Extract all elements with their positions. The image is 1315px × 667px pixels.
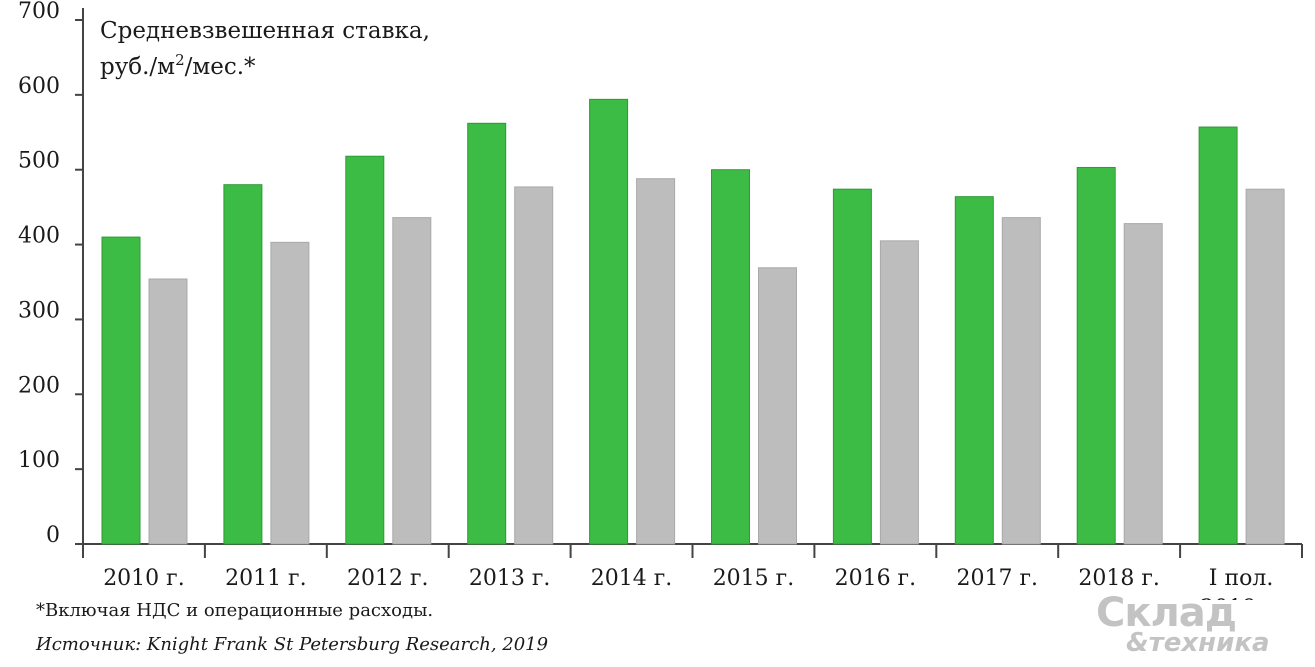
bar-series-1: [223, 184, 263, 545]
bar-series-2: [636, 178, 676, 545]
x-tick-label: 2014 г.: [591, 566, 673, 591]
bar-series-1: [345, 155, 385, 545]
chart-subtitle: руб./м2/мес.*: [100, 51, 256, 80]
bar-series-1: [1198, 126, 1238, 545]
bar-series-2: [1245, 188, 1285, 545]
x-tick-label: 2013 г.: [469, 566, 551, 591]
bar-series-1: [954, 196, 994, 545]
x-tick-label: 2017 г.: [956, 566, 1038, 591]
watermark-logo: Склад &техника: [1092, 590, 1304, 662]
x-tick-label: I пол.: [1209, 566, 1274, 591]
y-axis: 0 100 200 300 400 500 600 700: [18, 0, 84, 548]
x-tick-label: 2016 г.: [835, 566, 917, 591]
source-note: Источник: Knight Frank St Petersburg Res…: [36, 634, 549, 655]
bar-series-2: [1123, 223, 1163, 545]
y-tick-label: 200: [18, 373, 60, 398]
x-tick-label: 2015 г.: [713, 566, 795, 591]
x-tick-label: 2012 г.: [347, 566, 429, 591]
bar-series-1: [101, 236, 141, 545]
bar-series-2: [1001, 217, 1041, 545]
bar-series-1: [711, 169, 750, 545]
bar-series-2: [148, 278, 188, 545]
bars: [101, 98, 1285, 545]
y-tick-label: 400: [18, 224, 60, 249]
x-tick-label: 2011 г.: [225, 566, 307, 591]
bar-series-2: [392, 217, 432, 545]
bar-series-2: [879, 240, 919, 545]
y-tick-label: 600: [18, 74, 60, 99]
x-tick-label: 2018 г.: [1078, 566, 1160, 591]
y-tick-label: 300: [18, 298, 60, 323]
x-tick-label: 2019 г.: [1200, 596, 1282, 600]
bar-series-1: [467, 122, 507, 545]
footnote: *Включая НДС и операционные расходы.: [36, 600, 434, 621]
bar-series-2: [758, 267, 797, 545]
bar-series-1: [1076, 166, 1116, 545]
x-axis: 2010 г. 2011 г. 2012 г. 2013 г. 2014 г. 2015 …: [82, 543, 1303, 600]
watermark-line2: &техника: [1126, 628, 1270, 658]
bar-series-1: [832, 188, 872, 545]
x-tick-label: 2010 г.: [103, 566, 185, 591]
y-tick-label: 700: [18, 0, 60, 24]
bar-series-2: [514, 186, 554, 545]
bar-series-2: [270, 241, 310, 545]
chart-title: Средневзвешенная ставка,: [100, 18, 430, 44]
y-tick-label: 0: [46, 523, 60, 548]
bar-series-1: [589, 98, 629, 545]
y-tick-label: 500: [18, 149, 60, 174]
y-tick-label: 100: [18, 448, 60, 473]
